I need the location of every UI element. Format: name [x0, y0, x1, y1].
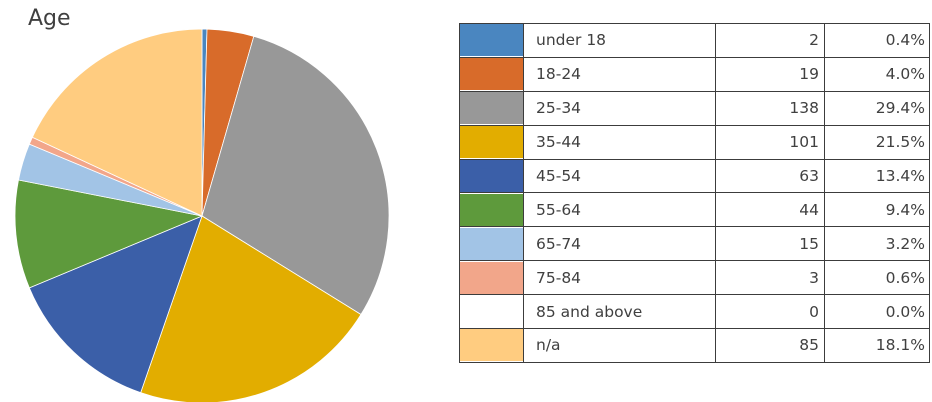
legend-count: 85: [715, 328, 825, 363]
legend-count: 138: [715, 90, 825, 126]
legend-row: under 18 2 0.4%: [459, 23, 930, 58]
legend-count: 44: [715, 192, 825, 228]
legend-count: 19: [715, 56, 825, 92]
legend-swatch-cell: [459, 294, 524, 330]
legend-swatch: [460, 193, 523, 226]
legend-label: 25-34: [523, 90, 716, 126]
legend-swatch-cell: [459, 158, 524, 194]
legend-swatch: [460, 329, 523, 362]
legend-swatch: [460, 92, 523, 125]
legend-row: 65-74 15 3.2%: [459, 226, 930, 262]
legend-label: 35-44: [523, 124, 716, 160]
legend-percentage: 3.2%: [824, 226, 930, 262]
legend-row: 55-64 44 9.4%: [459, 192, 930, 228]
legend-percentage: 13.4%: [824, 158, 930, 194]
legend-swatch: [460, 126, 523, 159]
legend-count: 0: [715, 294, 825, 330]
legend-percentage: 0.6%: [824, 260, 930, 296]
legend-row: 75-84 3 0.6%: [459, 260, 930, 296]
legend-percentage: 18.1%: [824, 328, 930, 363]
legend-swatch: [460, 58, 523, 91]
legend-swatch-cell: [459, 226, 524, 262]
legend-row: 25-34 138 29.4%: [459, 90, 930, 126]
legend-row: 35-44 101 21.5%: [459, 124, 930, 160]
legend-body: under 18 2 0.4% 18-24 19 4.0% 25-34 138 29.4% 35-…: [459, 23, 930, 363]
legend-percentage: 29.4%: [824, 90, 930, 126]
legend-row: 45-54 63 13.4%: [459, 158, 930, 194]
legend-label: 18-24: [523, 56, 716, 92]
legend-swatch: [460, 261, 523, 294]
legend-percentage: 9.4%: [824, 192, 930, 228]
legend-percentage: 4.0%: [824, 56, 930, 92]
legend-swatch: [460, 227, 523, 260]
legend-swatch: [460, 24, 523, 57]
legend-swatch: [460, 160, 523, 192]
legend-swatch-cell: [459, 90, 524, 126]
legend-row: 18-24 19 4.0%: [459, 56, 930, 92]
pie-slice: [140, 215, 362, 402]
legend-label: 85 and above: [523, 294, 716, 330]
legend-count: 15: [715, 226, 825, 262]
legend-label: 55-64: [523, 192, 716, 228]
legend-label: 75-84: [523, 260, 716, 296]
legend-label: n/a: [523, 328, 716, 363]
legend-percentage: 21.5%: [824, 124, 930, 160]
pie-slice: [28, 215, 203, 394]
legend-swatch-cell: [459, 328, 524, 363]
legend-count: 2: [715, 23, 825, 58]
legend-swatch-cell: [459, 260, 524, 296]
legend-swatch-cell: [459, 124, 524, 160]
legend-table: under 18 2 0.4% 18-24 19 4.0% 25-34 138 29.4% 35-…: [459, 23, 930, 363]
legend-swatch-cell: [459, 192, 524, 228]
legend-percentage: 0.0%: [824, 294, 930, 330]
legend-swatch: [460, 295, 523, 328]
legend-row: n/a 85 18.1%: [459, 328, 930, 363]
legend-percentage: 0.4%: [824, 23, 930, 58]
legend-count: 3: [715, 260, 825, 296]
legend-swatch-cell: [459, 56, 524, 92]
legend-count: 63: [715, 158, 825, 194]
legend-label: 65-74: [523, 226, 716, 262]
chart-title: Age: [28, 6, 71, 31]
legend-row: 85 and above 0 0.0%: [459, 294, 930, 330]
legend-count: 101: [715, 124, 825, 160]
pie-chart: [14, 28, 390, 402]
legend-label: 45-54: [523, 158, 716, 194]
legend-swatch-cell: [459, 23, 524, 58]
legend-label: under 18: [523, 23, 716, 58]
pie-slice: [31, 28, 203, 217]
